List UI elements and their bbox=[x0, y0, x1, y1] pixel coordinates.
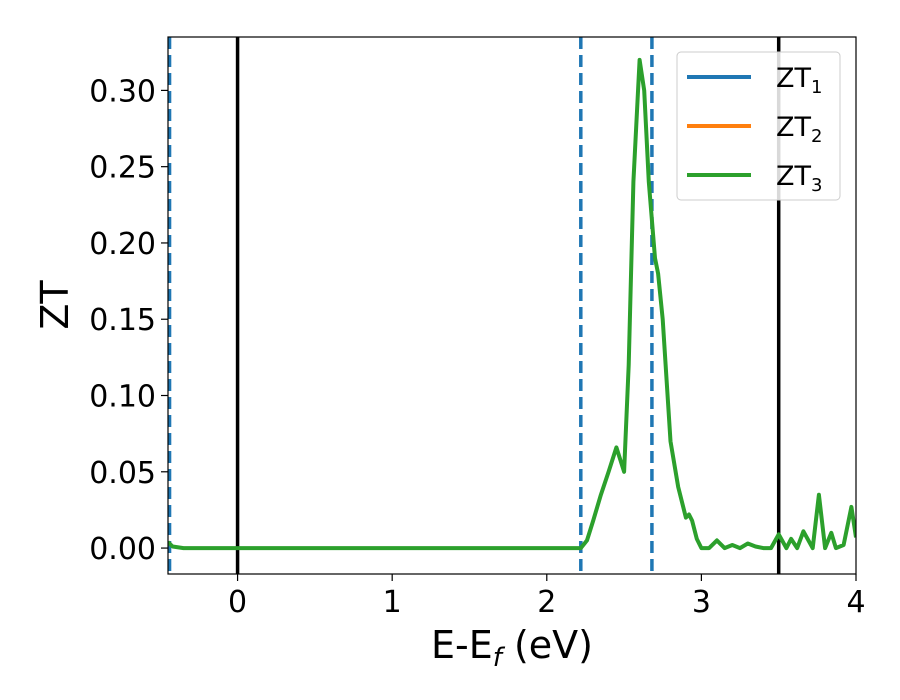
plot-frame bbox=[167, 36, 857, 575]
series-group bbox=[168, 57, 856, 551]
x-axis: 0 1 2 3 4 bbox=[228, 574, 866, 620]
y-axis-label: ZT bbox=[33, 280, 77, 330]
y-axis: 0.00 0.05 0.10 0.15 0.20 0.25 0.30 bbox=[89, 74, 168, 567]
x-axis-label: E-Ef (eV) bbox=[431, 623, 593, 673]
x-tick-label: 4 bbox=[846, 585, 865, 620]
x-tick-label: 1 bbox=[383, 585, 402, 620]
y-tick-label: 0.30 bbox=[89, 74, 156, 109]
x-tick-label: 3 bbox=[692, 585, 711, 620]
x-axis-label-main: E-E bbox=[431, 623, 493, 667]
y-tick-label: 0.20 bbox=[89, 227, 156, 262]
legend-label-zt2: ZT2 bbox=[776, 112, 822, 147]
y-tick-label: 0.10 bbox=[89, 380, 156, 415]
legend-label-zt1: ZT1 bbox=[776, 63, 822, 98]
y-tick-label: 0.15 bbox=[89, 303, 156, 338]
legend-box bbox=[676, 51, 841, 201]
y-tick-label: 0.25 bbox=[89, 151, 156, 186]
y-tick-label: 0.00 bbox=[89, 532, 156, 567]
x-axis-label-unit: (eV) bbox=[502, 623, 593, 667]
y-tick-label: 0.05 bbox=[89, 456, 156, 491]
legend-label-zt3: ZT3 bbox=[776, 161, 822, 196]
x-tick-label: 2 bbox=[537, 585, 556, 620]
x-tick-label: 0 bbox=[228, 585, 247, 620]
legend: ZT1 ZT2 ZT3 bbox=[676, 51, 841, 201]
series-line-zt3 bbox=[168, 57, 856, 551]
